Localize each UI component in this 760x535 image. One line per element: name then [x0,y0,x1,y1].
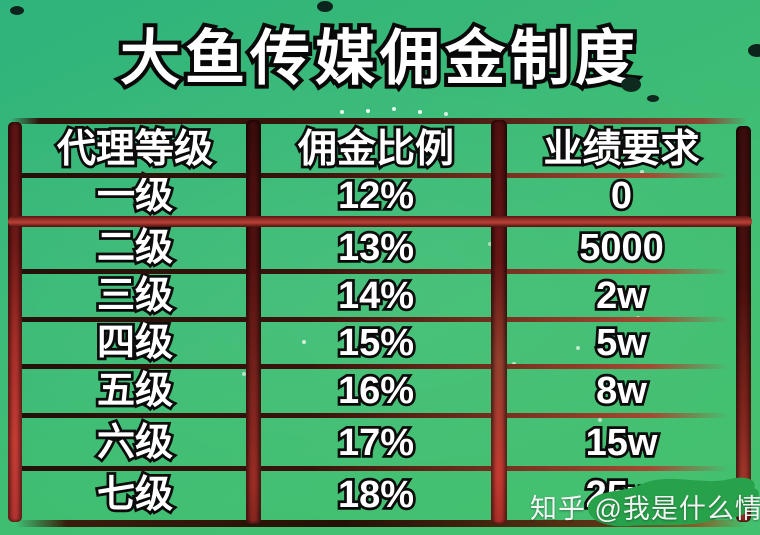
requirement-cell: 5w [593,319,649,367]
commission-cell: 17% [335,419,417,467]
row-divider [20,269,736,274]
commission-cell: 13% [335,224,417,272]
table-header-row: 代理等级 佣金比例 业绩要求 [0,125,760,174]
white-speckles [340,110,344,114]
row-divider [20,466,736,471]
header-commission-ratio: 佣金比例 [295,125,457,174]
table-bottom-border [16,520,746,527]
table-row: 二级 13% 5000 [0,224,760,272]
column-divider-2 [491,120,507,524]
blob-shape [587,477,759,527]
header-agent-level: 代理等级 [54,125,216,174]
level-cell: 三级 [94,272,176,320]
requirement-cell: 2w [593,272,649,320]
row-divider [20,317,736,322]
table-row: 六级 17% 15w [0,419,760,467]
level-cell: 二级 [94,224,176,272]
commission-cell: 15% [335,319,417,367]
page-title: 大鱼传媒佣金制度 [116,21,640,96]
table-row: 五级 16% 8w [0,367,760,415]
table-top-border [10,118,748,124]
column-divider-1 [246,120,261,524]
table-row: 七级 18% 25w [0,471,760,519]
row-divider-thick [8,216,752,227]
requirement-cell: 0 [608,172,635,220]
level-cell: 一级 [94,172,176,220]
dark-speckles [10,6,24,15]
commission-cell: 12% [335,172,417,220]
row-divider [20,364,736,369]
header-performance-requirement: 业绩要求 [541,125,703,174]
level-cell: 七级 [94,471,176,519]
table-left-border [8,122,22,522]
table-row: 四级 15% 5w [0,319,760,367]
requirement-cell: 15w [583,419,660,467]
row-divider [20,413,736,418]
commission-cell: 14% [335,272,417,320]
table-right-border [736,126,751,522]
watermark-blob [586,474,760,535]
requirement-cell: 5000 [576,224,666,272]
level-cell: 五级 [94,367,176,415]
level-cell: 六级 [94,419,176,467]
commission-cell: 18% [335,471,417,519]
watermark-text: 知乎 @我是什么情况 [530,494,760,524]
table-row: 一级 12% 0 [0,172,760,220]
table-row: 三级 14% 2w [0,272,760,320]
level-cell: 四级 [94,319,176,367]
row-divider [20,173,736,178]
commission-cell: 16% [335,367,417,415]
requirement-cell: 8w [593,367,649,415]
